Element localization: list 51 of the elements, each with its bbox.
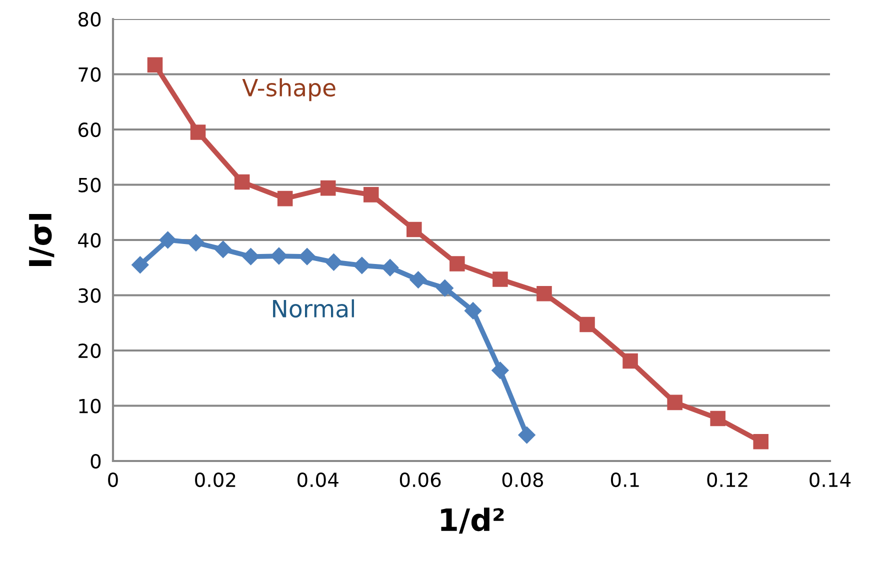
point: [382, 259, 399, 276]
x-tick-label: 0.08: [502, 472, 544, 488]
point: [536, 286, 552, 302]
x-tick-label: 0: [108, 472, 118, 488]
y-tick-label: 10: [79, 398, 101, 414]
x-tick-label: 0.14: [810, 472, 851, 488]
x-tick-label: 0.12: [707, 472, 748, 488]
point: [667, 394, 682, 410]
point: [159, 231, 176, 249]
point: [147, 57, 163, 72]
point: [298, 248, 316, 266]
point: [234, 174, 250, 190]
point: [753, 434, 768, 450]
y-tick-label: 70: [78, 67, 101, 82]
y-tick-label: 80: [78, 12, 101, 27]
point: [132, 256, 149, 274]
point: [436, 280, 454, 297]
point: [363, 187, 379, 202]
y-tick-label: 60: [78, 122, 101, 138]
series-label: Normal: [273, 299, 354, 318]
point: [464, 302, 482, 320]
point: [270, 247, 288, 265]
point: [450, 256, 465, 272]
point: [710, 410, 726, 426]
x-tick-label: 0.1: [610, 472, 639, 488]
y-tick-label: 30: [78, 288, 101, 303]
point: [190, 124, 206, 140]
series-label: V-shape: [242, 78, 336, 102]
x-tick-label: 0.06: [400, 472, 441, 488]
point: [406, 222, 422, 238]
y-tick-label: 50: [78, 178, 101, 192]
y-axis-title: I/σI: [29, 214, 54, 266]
point: [187, 234, 205, 252]
x-tick-label: 0.02: [195, 472, 236, 488]
point: [214, 240, 232, 258]
point: [277, 190, 293, 206]
point: [492, 362, 509, 379]
point: [622, 353, 638, 369]
point: [325, 254, 342, 271]
point: [492, 272, 508, 287]
point: [353, 256, 370, 274]
x-tick-label: 0.04: [297, 472, 338, 488]
y-tick-label: 20: [78, 343, 101, 358]
point: [410, 271, 427, 288]
point: [518, 426, 536, 444]
point: [242, 248, 260, 266]
y-tick-label: 40: [78, 232, 101, 248]
x-axis-title: 1/d²: [441, 508, 504, 534]
y-tick-label: 0: [90, 454, 101, 469]
point: [320, 180, 336, 196]
point: [580, 316, 595, 332]
